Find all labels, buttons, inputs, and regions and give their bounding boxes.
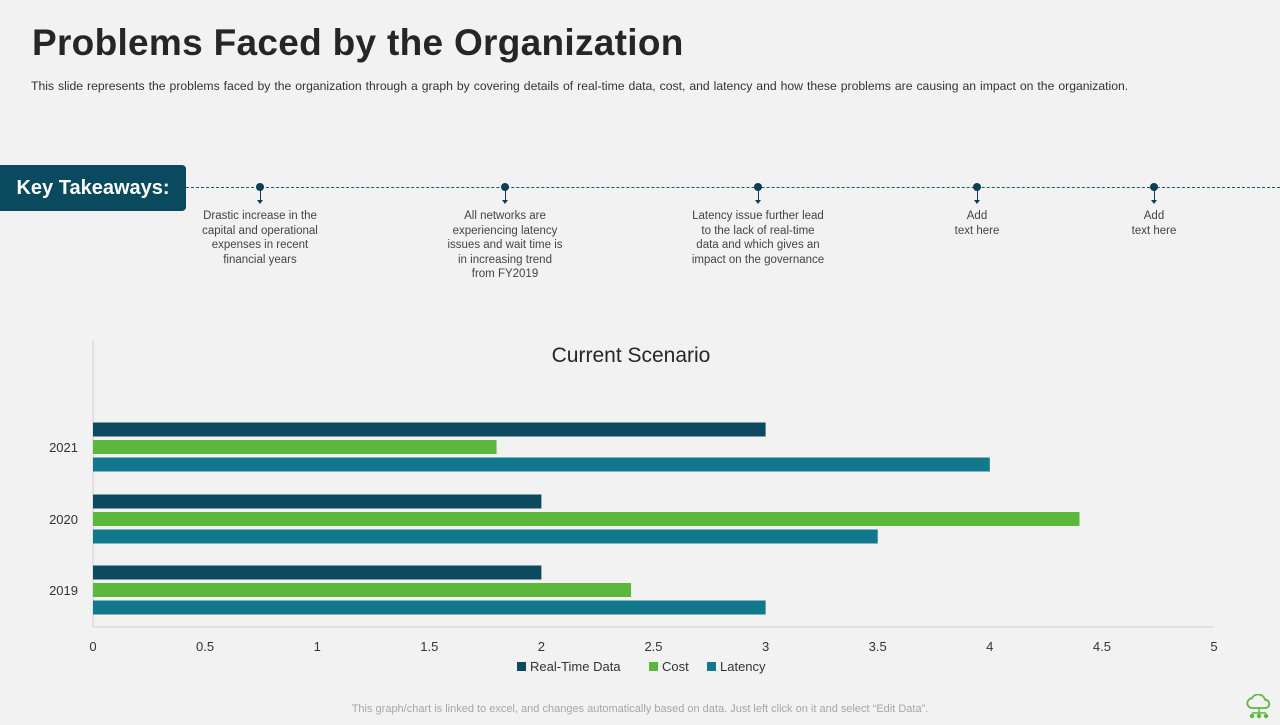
page-subtitle: This slide represents the problems faced…: [31, 79, 1129, 93]
timeline-pin-icon: [972, 183, 982, 205]
legend-label: Cost: [662, 659, 689, 674]
timeline-pin-icon: [255, 183, 265, 205]
bar-latency-2020[interactable]: [93, 529, 878, 544]
x-tick-label: 3.5: [869, 639, 887, 654]
x-tick-label: 3: [762, 639, 769, 654]
y-tick-label: 2021: [49, 440, 78, 455]
timeline-pin-icon: [500, 183, 510, 205]
timeline-pin-icon: [753, 183, 763, 205]
bar-real-time-data-2021[interactable]: [93, 422, 766, 437]
x-tick-label: 1.5: [420, 639, 438, 654]
takeaways-timeline: [186, 187, 1280, 188]
bar-cost-2019[interactable]: [93, 583, 632, 597]
x-tick-label: 1: [314, 639, 321, 654]
x-tick-label: 4: [986, 639, 993, 654]
bar-real-time-data-2019[interactable]: [93, 565, 542, 580]
timeline-pin-icon: [1149, 183, 1159, 205]
bar-latency-2021[interactable]: [93, 457, 990, 472]
takeaway-text-5[interactable]: Add text here: [1131, 210, 1177, 237]
bar-real-time-data-2020[interactable]: [93, 494, 542, 509]
y-tick-label: 2020: [49, 512, 78, 527]
x-tick-label: 4.5: [1093, 639, 1111, 654]
cloud-network-icon: [1244, 693, 1274, 720]
bar-cost-2020[interactable]: [93, 512, 1080, 526]
bar-latency-2019[interactable]: [93, 600, 766, 615]
takeaway-text-2: All networks are experiencing latency is…: [447, 210, 563, 280]
takeaway-text-3: Latency issue further lead to the lack o…: [691, 210, 825, 266]
legend-label: Real-Time Data: [530, 659, 621, 674]
y-tick-label: 2019: [49, 583, 78, 598]
takeaway-text-4[interactable]: Add text here: [954, 210, 1000, 237]
footer-note: This graph/chart is linked to excel, and…: [351, 703, 929, 715]
x-tick-label: 2.5: [644, 639, 662, 654]
x-tick-label: 0: [89, 639, 96, 654]
key-takeaways-badge: Key Takeaways:: [0, 165, 186, 211]
current-scenario-chart[interactable]: Current Scenario 2019 2020 2021 0 0.5 1 1.5 2 2…: [0, 0, 1280, 700]
page-title: Problems Faced by the Organization: [32, 22, 684, 63]
legend-label: Latency: [720, 659, 766, 674]
chart-title: Current Scenario: [552, 344, 711, 367]
legend-swatch: [649, 662, 658, 671]
legend-swatch: [517, 662, 526, 671]
x-tick-label: 5: [1210, 639, 1217, 654]
takeaway-text-1: Drastic increase in the capital and oper…: [202, 210, 318, 266]
legend-swatch: [707, 662, 716, 671]
x-tick-label: 0.5: [196, 639, 214, 654]
bar-cost-2021[interactable]: [93, 440, 497, 454]
x-tick-label: 2: [538, 639, 545, 654]
